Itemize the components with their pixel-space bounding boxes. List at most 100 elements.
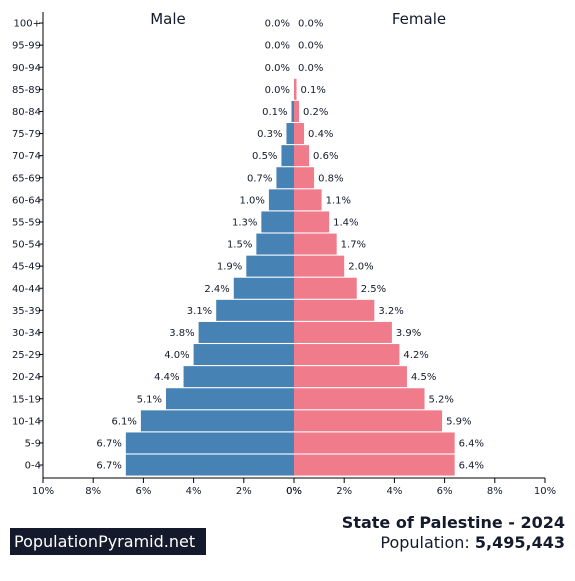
age-label: 75-79 — [12, 129, 41, 140]
female-bar — [294, 167, 315, 189]
population-total: Population: 5,495,443 — [380, 533, 565, 552]
x-tick-label: 0% — [286, 486, 302, 497]
male-bar — [198, 321, 294, 343]
age-label: 60-64 — [12, 195, 41, 206]
female-value-label: 5.9% — [446, 416, 471, 427]
male-bar — [261, 211, 294, 233]
male-value-label: 6.1% — [111, 416, 136, 427]
male-value-label: 0.7% — [247, 173, 272, 184]
female-value-label: 2.0% — [348, 262, 373, 273]
age-label: 20-24 — [12, 372, 41, 383]
male-header: Male — [150, 10, 186, 28]
x-tick-label: 4% — [186, 486, 202, 497]
age-label: 90-94 — [12, 63, 41, 74]
male-bar — [140, 410, 294, 432]
female-header: Female — [392, 10, 446, 28]
population-label: Population: — [380, 533, 470, 552]
male-bar — [276, 167, 294, 189]
female-value-label: 0.2% — [303, 107, 328, 118]
female-bar — [294, 410, 443, 432]
female-value-label: 4.2% — [403, 350, 428, 361]
male-value-label: 3.1% — [187, 306, 212, 317]
female-value-label: 1.4% — [333, 217, 358, 228]
male-bar — [216, 299, 294, 321]
male-bar — [165, 388, 294, 410]
female-bar — [294, 145, 310, 167]
age-label: 35-39 — [12, 306, 41, 317]
female-bar — [294, 432, 455, 454]
brand-logo[interactable]: PopulationPyramid.net — [10, 528, 206, 555]
male-value-label: 5.1% — [137, 394, 162, 405]
female-bar — [294, 233, 337, 255]
male-value-label: 4.4% — [154, 372, 179, 383]
female-value-label: 0.6% — [313, 151, 338, 162]
female-value-label: 1.7% — [341, 240, 366, 251]
age-label: 70-74 — [12, 151, 41, 162]
x-tick-label: 2% — [236, 486, 252, 497]
male-bar — [281, 145, 294, 167]
female-bar — [294, 211, 330, 233]
female-value-label: 6.4% — [459, 438, 484, 449]
female-value-label: 0.0% — [298, 63, 323, 74]
male-bar — [268, 189, 294, 211]
age-label: 10-14 — [12, 416, 41, 427]
age-label: 5-9 — [25, 438, 41, 449]
female-bar — [294, 277, 357, 299]
female-bar — [294, 100, 300, 122]
male-value-label: 1.9% — [217, 262, 242, 273]
female-value-label: 0.4% — [308, 129, 333, 140]
female-value-label: 0.8% — [318, 173, 343, 184]
female-bar — [294, 123, 305, 145]
x-tick-label: 10% — [32, 486, 54, 497]
x-tick-label: 4% — [386, 486, 402, 497]
age-label: 100+ — [14, 19, 41, 30]
female-bar — [294, 189, 322, 211]
male-value-label: 0.0% — [265, 19, 290, 30]
x-tick-label: 6% — [437, 486, 453, 497]
female-value-label: 6.4% — [459, 461, 484, 472]
male-value-label: 0.0% — [265, 63, 290, 74]
age-label: 30-34 — [12, 328, 41, 339]
age-label: 80-84 — [12, 107, 41, 118]
age-label: 95-99 — [12, 41, 41, 52]
male-value-label: 4.0% — [164, 350, 189, 361]
female-value-label: 3.2% — [378, 306, 403, 317]
male-bar — [246, 255, 294, 277]
age-label: 50-54 — [12, 240, 41, 251]
age-label: 0-4 — [25, 461, 41, 472]
x-tick-label: 8% — [487, 486, 503, 497]
male-value-label: 6.7% — [96, 461, 121, 472]
x-tick-label: 6% — [135, 486, 151, 497]
female-value-label: 2.5% — [361, 284, 386, 295]
x-tick-label: 8% — [85, 486, 101, 497]
x-tick-label: 0% — [286, 486, 302, 497]
age-label: 65-69 — [12, 173, 41, 184]
male-value-label: 0.0% — [265, 85, 290, 96]
female-bar — [294, 454, 455, 476]
female-value-label: 4.5% — [411, 372, 436, 383]
male-bar — [193, 344, 294, 366]
population-value: 5,495,443 — [474, 533, 565, 552]
male-bar — [125, 454, 294, 476]
male-value-label: 1.5% — [227, 240, 252, 251]
female-value-label: 5.2% — [429, 394, 454, 405]
male-bar — [286, 123, 294, 145]
male-value-label: 0.3% — [257, 129, 282, 140]
x-tick-label: 10% — [534, 486, 556, 497]
female-value-label: 0.0% — [298, 19, 323, 30]
female-bar — [294, 255, 345, 277]
female-value-label: 3.9% — [396, 328, 421, 339]
age-label: 25-29 — [12, 350, 41, 361]
age-label: 55-59 — [12, 217, 41, 228]
male-value-label: 0.0% — [265, 41, 290, 52]
age-label: 15-19 — [12, 394, 41, 405]
age-label: 40-44 — [12, 284, 41, 295]
age-label: 85-89 — [12, 85, 41, 96]
x-tick-label: 2% — [336, 486, 352, 497]
male-value-label: 0.1% — [262, 107, 287, 118]
male-value-label: 6.7% — [96, 438, 121, 449]
male-bar — [256, 233, 294, 255]
male-value-label: 1.0% — [239, 195, 264, 206]
